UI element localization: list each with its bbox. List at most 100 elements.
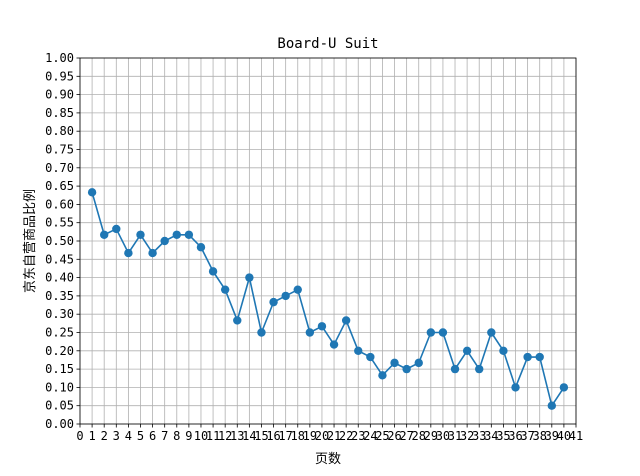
data-point: [317, 322, 327, 331]
x-tick-label: 10: [194, 429, 208, 443]
data-point: [414, 358, 423, 368]
data-point: [341, 316, 351, 325]
x-tick-label: 33: [472, 429, 486, 443]
data-point: [124, 248, 133, 258]
y-tick-label: 0.60: [45, 197, 74, 211]
x-tick-label: 5: [137, 429, 144, 443]
x-tick-label: 16: [266, 429, 280, 443]
x-tick-label: 41: [569, 429, 583, 443]
data-point: [281, 291, 290, 301]
data-point: [220, 285, 230, 294]
x-tick-label: 22: [339, 429, 353, 443]
chart-title: Board-U Suit: [277, 36, 378, 52]
x-tick-label: 26: [387, 429, 401, 443]
data-point: [366, 352, 375, 362]
y-tick-label: 0.90: [45, 88, 74, 102]
y-tick-label: 0.65: [45, 179, 74, 193]
y-tick-label: 0.10: [45, 380, 74, 394]
data-point: [269, 297, 278, 307]
x-tick-label: 38: [532, 429, 546, 443]
x-tick-label: 7: [161, 429, 168, 443]
y-axis-title: 京东自营商品比例: [23, 189, 38, 293]
y-tick-label: 0.55: [45, 216, 74, 230]
y-tick-label: 0.45: [45, 252, 74, 266]
y-tick-label: 0.40: [45, 271, 74, 285]
y-tick-label: 0.50: [45, 234, 74, 248]
x-tick-label: 20: [315, 429, 329, 443]
y-tick-label: 0.70: [45, 161, 74, 175]
data-point: [487, 328, 496, 337]
x-tick-label: 25: [375, 429, 389, 443]
y-tick-label: 0.05: [45, 399, 74, 413]
y-tick-label: 0.95: [45, 69, 74, 83]
plot-frame: [79, 57, 577, 425]
x-tick-label: 15: [254, 429, 268, 443]
axes: 0 1 2 3 4 5 6 7 8 9 101112131415161718192021222324…: [45, 51, 583, 443]
data-point: [426, 328, 436, 337]
data-point: [475, 364, 484, 374]
x-tick-label: 36: [508, 429, 522, 443]
data-point: [535, 352, 544, 362]
data-point: [402, 364, 411, 374]
data-point: [511, 383, 520, 392]
x-axis-title: 页数: [315, 452, 341, 467]
x-tick-label: 6: [149, 429, 156, 443]
x-tick-label: 40: [557, 429, 571, 443]
data-point: [499, 346, 508, 355]
data-point: [99, 230, 109, 239]
data-point: [354, 346, 363, 355]
data-point: [245, 273, 254, 282]
data-point: [559, 383, 569, 392]
x-tick-label: 12: [218, 429, 232, 443]
data-point: [305, 328, 315, 337]
data-point: [112, 224, 121, 234]
data-point: [378, 371, 387, 380]
y-tick-label: 0.75: [45, 143, 74, 157]
data-point: [196, 243, 206, 252]
x-tick-label: 1: [88, 429, 95, 443]
x-tick-label: 32: [460, 429, 474, 443]
y-tick-label: 0.35: [45, 289, 74, 303]
data-point: [293, 285, 302, 294]
x-tick-label: 29: [424, 429, 438, 443]
x-tick-label: 0: [76, 429, 83, 443]
data-point: [257, 328, 266, 337]
x-tick-label: 4: [125, 429, 132, 443]
y-tick-label: 0.25: [45, 326, 74, 340]
data-point: [87, 188, 97, 197]
series-line: [91, 192, 565, 407]
y-tick-label: 1.00: [45, 51, 74, 65]
x-tick-label: 34: [484, 429, 498, 443]
x-tick-label: 8: [173, 429, 180, 443]
x-tick-label: 13: [230, 429, 244, 443]
data-point: [148, 248, 157, 258]
x-tick-label: 28: [412, 429, 426, 443]
x-tick-label: 24: [363, 429, 377, 443]
series-layer: [87, 188, 569, 410]
y-tick-label: 0.80: [45, 124, 74, 138]
y-tick-label: 0.00: [45, 417, 74, 431]
x-tick-label: 2: [101, 429, 108, 443]
x-tick-label: 18: [291, 429, 305, 443]
x-tick-label: 19: [303, 429, 317, 443]
data-point: [438, 328, 448, 337]
data-point: [136, 230, 145, 239]
x-tick-label: 9: [185, 429, 192, 443]
data-point: [523, 352, 532, 362]
y-tick-label: 0.15: [45, 362, 74, 376]
x-tick-label: 37: [520, 429, 534, 443]
x-tick-label: 21: [327, 429, 341, 443]
y-tick-label: 0.30: [45, 307, 74, 321]
x-tick-label: 30: [436, 429, 450, 443]
data-point: [208, 267, 218, 276]
data-point: [172, 230, 181, 239]
y-tick-label: 0.85: [45, 106, 74, 120]
y-tick-label: 0.20: [45, 344, 74, 358]
x-tick-label: 17: [278, 429, 292, 443]
data-point: [184, 230, 194, 239]
x-tick-label: 11: [206, 429, 220, 443]
x-tick-label: 14: [242, 429, 256, 443]
data-point: [547, 401, 557, 410]
data-point: [160, 236, 169, 246]
